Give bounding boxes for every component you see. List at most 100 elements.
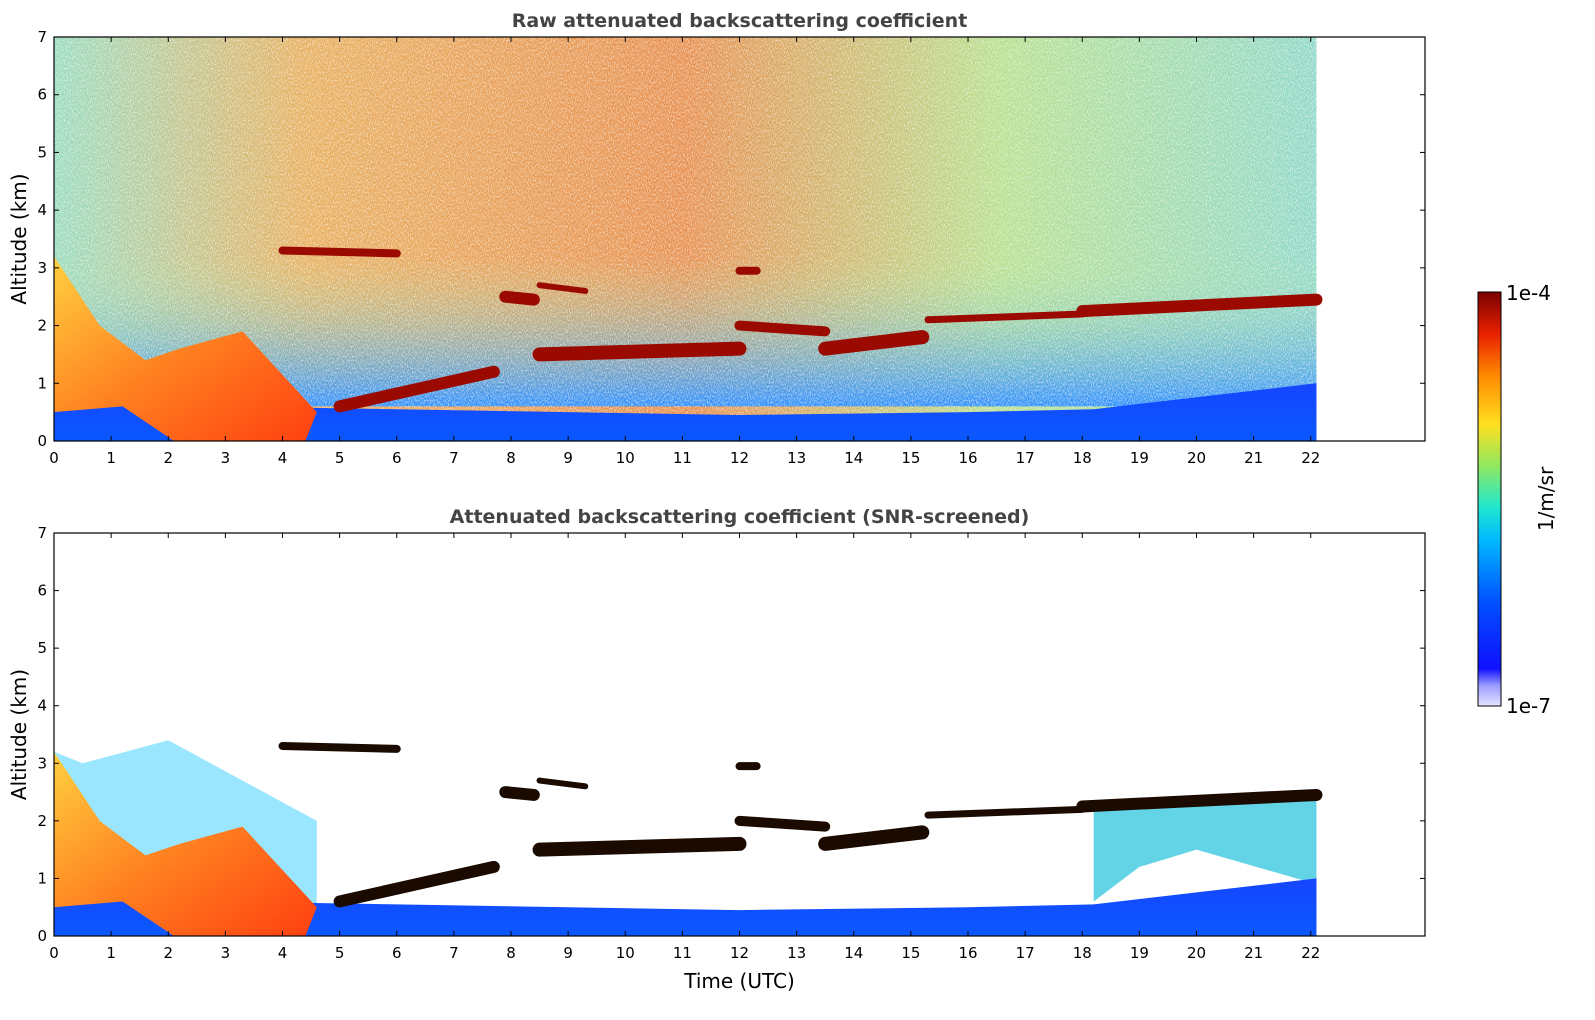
heatmap-image (54, 533, 1323, 936)
x-tick-label: 10 (616, 449, 635, 467)
cloud-layer-7 (818, 330, 930, 356)
cloud-layer-3 (499, 786, 540, 801)
x-tick-label: 1 (106, 449, 116, 467)
y-tick-label: 7 (37, 524, 47, 542)
x-tick-label: 19 (1130, 944, 1149, 962)
aerosol-plume (54, 751, 317, 936)
y-tick-label: 4 (37, 201, 47, 219)
y-tick-label: 2 (37, 812, 47, 830)
y-tick-label: 1 (37, 869, 47, 887)
x-tick-label: 3 (221, 944, 231, 962)
y-tick-label: 6 (37, 582, 47, 600)
colorbar-gradient (1477, 291, 1502, 707)
x-tick-label: 22 (1301, 944, 1320, 962)
x-tick-label: 21 (1244, 944, 1263, 962)
cloud-layer-2 (333, 365, 500, 413)
y-tick-label: 6 (37, 86, 47, 104)
x-tick-label: 8 (506, 449, 516, 467)
x-tick-label: 12 (730, 449, 749, 467)
cloud-layer-9 (924, 310, 1086, 324)
y-axis-label: Altitude (km) (7, 173, 31, 304)
x-tick-label: 17 (1016, 944, 1035, 962)
cloud-layer-6 (734, 320, 831, 337)
cloud-layer-6 (734, 815, 831, 832)
cloud-layer-10 (1076, 293, 1323, 318)
cloud-layer-4 (536, 282, 589, 294)
x-tick-label: 22 (1301, 449, 1320, 467)
y-tick-label: 3 (37, 754, 47, 772)
x-tick-label: 15 (901, 449, 920, 467)
colorbar-min-label: 1e-7 (1506, 694, 1551, 718)
x-tick-label: 11 (673, 944, 692, 962)
x-tick-label: 13 (787, 449, 806, 467)
x-tick-label: 8 (506, 944, 516, 962)
y-axis-label: Altitude (km) (7, 669, 31, 800)
x-tick-label: 14 (844, 449, 863, 467)
cloud-layer-1 (278, 246, 401, 258)
y-tick-label: 3 (37, 259, 47, 277)
x-tick-label: 0 (49, 944, 59, 962)
y-tick-label: 5 (37, 639, 47, 657)
cloud-layer-10 (1076, 788, 1323, 813)
cloud-layer-5 (532, 836, 747, 857)
x-tick-label: 20 (1187, 944, 1206, 962)
y-tick-label: 5 (37, 143, 47, 161)
x-tick-label: 6 (392, 449, 402, 467)
cloud-layer-2 (333, 860, 500, 908)
boundary-layer (54, 861, 1317, 936)
x-tick-label: 2 (163, 449, 173, 467)
colorbar-max-label: 1e-4 (1506, 281, 1551, 305)
x-tick-label: 12 (730, 944, 749, 962)
cloud-layer-4 (536, 777, 589, 790)
y-tick-label: 2 (37, 317, 47, 335)
x-tick-label: 21 (1244, 449, 1263, 467)
residual-aerosol (1093, 797, 1317, 902)
x-tick-label: 9 (563, 449, 573, 467)
x-tick-label: 18 (1073, 944, 1092, 962)
x-tick-label: 13 (787, 944, 806, 962)
colorbar-unit-label: 1/m/sr (1534, 466, 1558, 531)
cloud-layer-1 (278, 742, 401, 753)
aerosol-plume (54, 256, 317, 441)
x-tick-label: 18 (1073, 449, 1092, 467)
x-tick-label: 17 (1016, 449, 1035, 467)
panel-2: 0 1 2 3 4 5 6 7 8 9 10 11 12 13 14 15 16 17 18 19 20 21 220123… (7, 506, 1426, 993)
panel-1: 0 1 2 3 4 5 6 7 8 9 10 11 12 13 14 15 16 17 18 19 20 21 220123… (7, 10, 1426, 467)
y-tick-label: 4 (37, 697, 47, 715)
x-tick-label: 1 (106, 944, 116, 962)
y-tick-label: 0 (37, 432, 47, 450)
panel-title: Raw attenuated backscattering coefficien… (512, 10, 968, 32)
x-tick-label: 10 (616, 944, 635, 962)
x-tick-label: 11 (673, 449, 692, 467)
x-tick-label: 20 (1187, 449, 1206, 467)
x-axis-label: Time (UTC) (683, 969, 795, 993)
y-tick-label: 0 (37, 927, 47, 945)
x-tick-label: 15 (901, 944, 920, 962)
cloud-layer-5 (532, 341, 747, 362)
y-tick-label: 7 (37, 28, 47, 46)
x-tick-label: 5 (335, 944, 345, 962)
x-tick-label: 6 (392, 944, 402, 962)
x-tick-label: 3 (221, 449, 231, 467)
colorbar: 1e-4 1e-7 1/m/sr (1477, 281, 1558, 718)
x-tick-label: 7 (449, 449, 459, 467)
x-tick-label: 16 (958, 944, 977, 962)
cloud-layer-3 (499, 290, 540, 306)
cloud-layer-9 (924, 805, 1086, 819)
x-tick-label: 14 (844, 944, 863, 962)
x-tick-label: 5 (335, 449, 345, 467)
cloud-layer-7 (818, 825, 930, 851)
x-tick-label: 0 (49, 449, 59, 467)
boundary-layer (54, 365, 1317, 441)
x-tick-label: 16 (958, 449, 977, 467)
panel-title: Attenuated backscattering coefficient (S… (450, 506, 1030, 528)
x-tick-label: 19 (1130, 449, 1149, 467)
x-tick-label: 2 (163, 944, 173, 962)
x-tick-label: 9 (563, 944, 573, 962)
heatmap-image (54, 37, 1323, 441)
y-tick-label: 1 (37, 374, 47, 392)
x-tick-label: 4 (278, 944, 288, 962)
x-tick-label: 4 (278, 449, 288, 467)
x-tick-label: 7 (449, 944, 459, 962)
